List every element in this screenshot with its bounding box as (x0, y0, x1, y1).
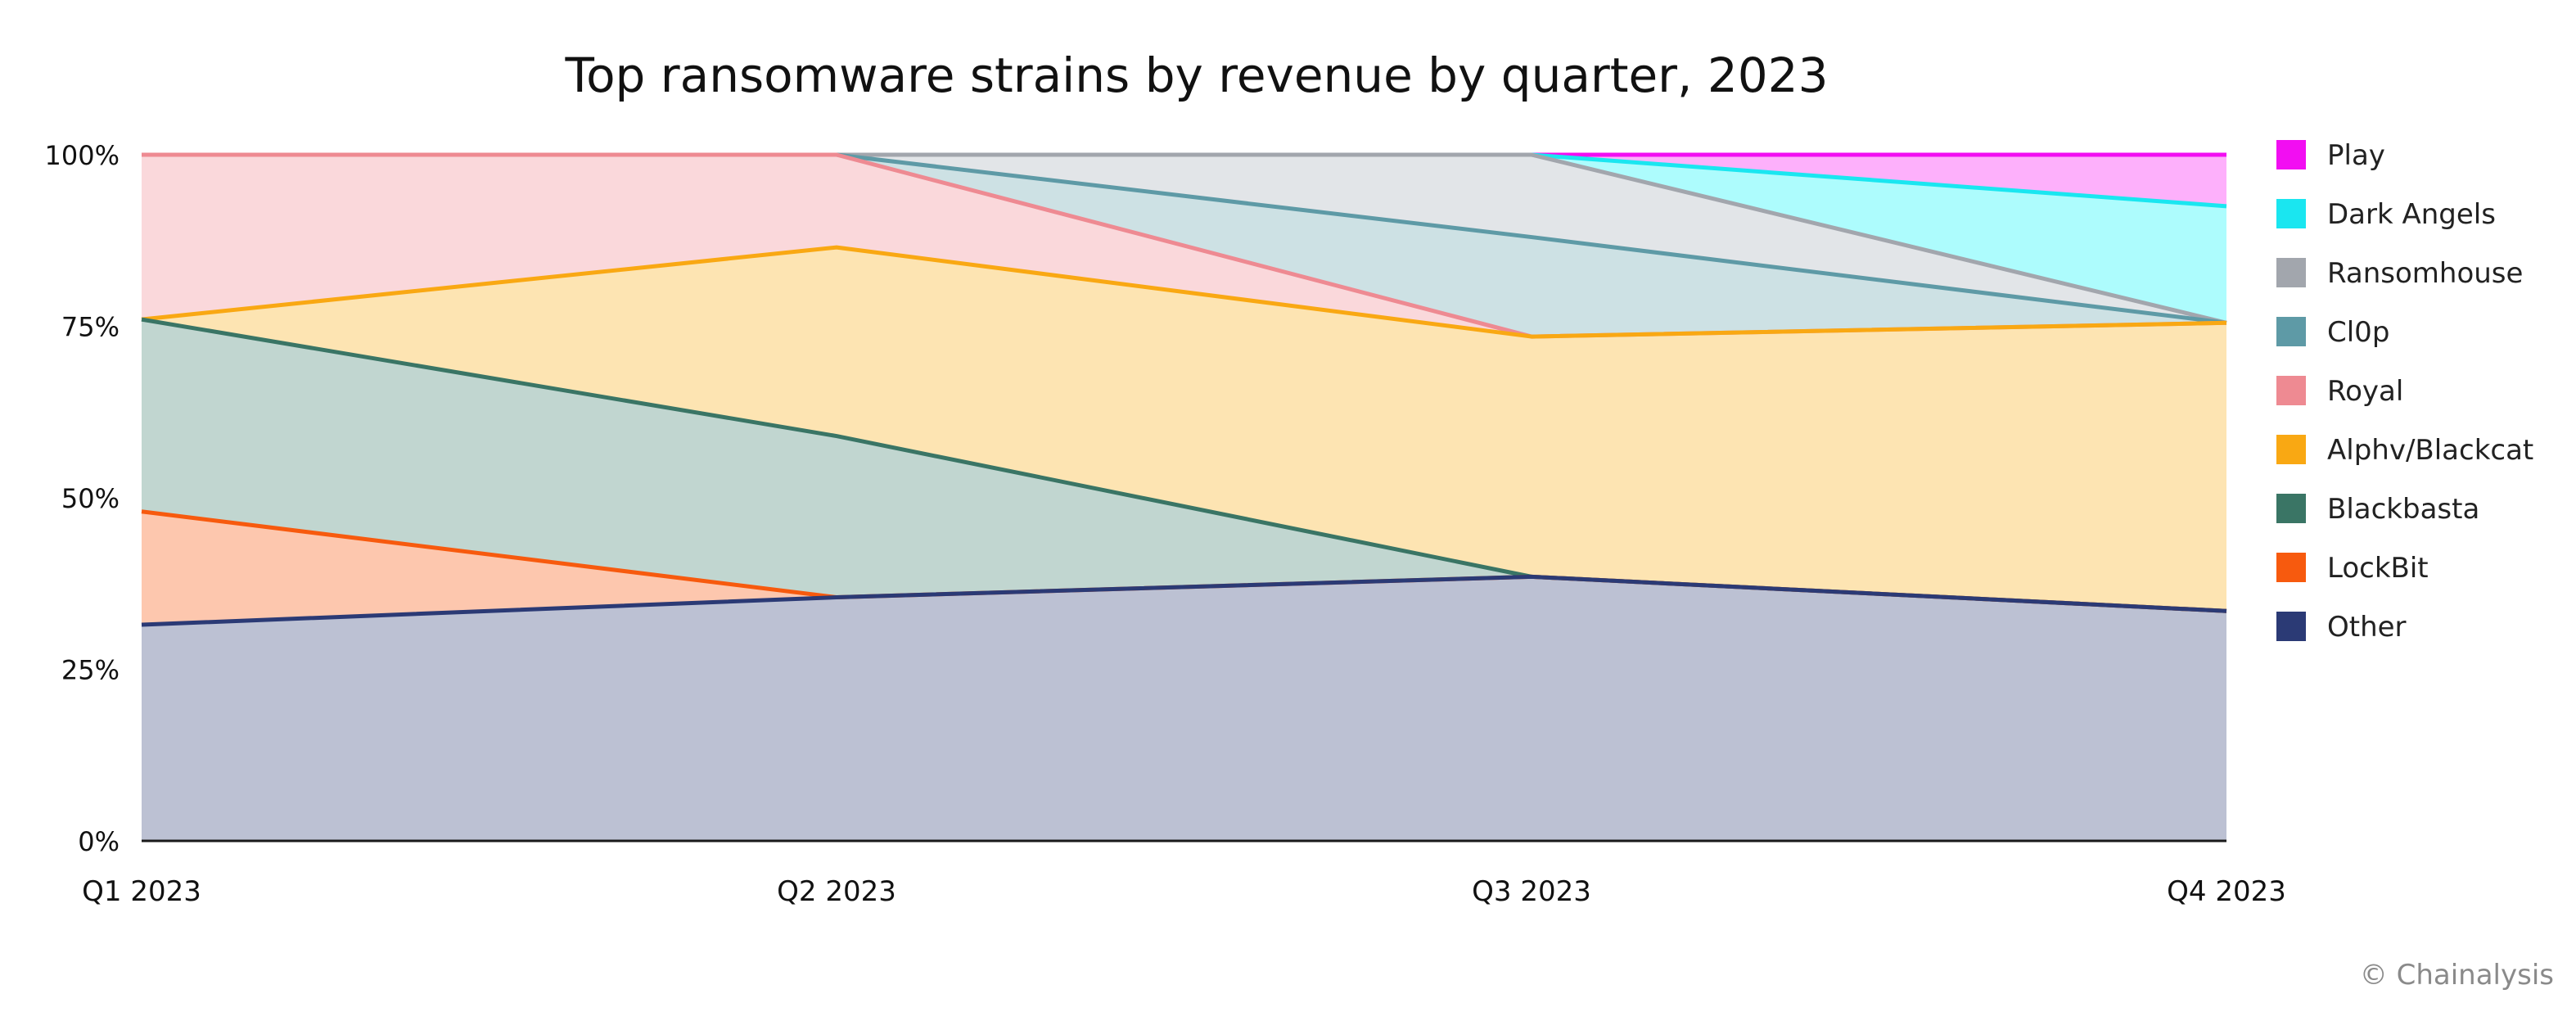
legend-swatch-blackbasta (2276, 494, 2306, 523)
x-tick-label-q4-2023: Q4 2023 (2167, 875, 2286, 908)
area-other (142, 576, 2226, 841)
legend-swatch-ransomhouse (2276, 258, 2306, 287)
x-tick-label-q2-2023: Q2 2023 (777, 875, 896, 908)
y-axis-ticks: 0% 25% 50% 75% 100% (45, 140, 120, 857)
legend-swatch-cl0p (2276, 317, 2306, 346)
chainalysis-credit: © Chainalysis (2360, 959, 2554, 992)
legend-swatch-dark-angels (2276, 199, 2306, 228)
legend-label-royal: Royal (2327, 375, 2403, 408)
y-tick-label-50: 50% (61, 483, 120, 514)
legend-swatch-alphv-blackcat (2276, 435, 2306, 464)
series-lines (141, 152, 2227, 627)
y-tick-label-0: 0% (78, 826, 120, 857)
y-tick-label-75: 75% (61, 312, 120, 343)
legend-swatch-royal (2276, 376, 2306, 405)
legend-swatch-other (2276, 612, 2306, 641)
legend-label-blackbasta: Blackbasta (2327, 493, 2479, 526)
line-alphv-blackcat (141, 245, 2227, 339)
legend-label-lockbit: LockBit (2327, 552, 2429, 585)
x-tick-label-q3-2023: Q3 2023 (1472, 875, 1591, 908)
x-tick-label-q1-2023: Q1 2023 (82, 875, 201, 908)
area-alphv-blackcat (142, 247, 2226, 612)
legend-label-alphv-blackcat: Alphv/Blackcat (2327, 434, 2533, 467)
legend-label-other: Other (2327, 611, 2407, 644)
legend-swatch-play (2276, 140, 2306, 169)
legend: Play Dark Angels Ransomhouse Cl0p Royal Alphv… (2276, 139, 2533, 644)
y-tick-label-100: 100% (45, 140, 120, 171)
legend-swatch-lockbit (2276, 553, 2306, 582)
y-tick-label-25: 25% (61, 655, 120, 686)
area-blackbasta (142, 319, 2226, 612)
chart-title: Top ransomware strains by revenue by qua… (565, 47, 1829, 103)
legend-label-dark-angels: Dark Angels (2327, 198, 2496, 231)
legend-label-cl0p: Cl0p (2327, 316, 2389, 349)
legend-label-ransomhouse: Ransomhouse (2327, 257, 2523, 290)
series-areas (142, 155, 2226, 841)
legend-label-play: Play (2327, 139, 2385, 172)
area-lockbit (142, 511, 2226, 626)
line-other (141, 574, 2227, 627)
x-axis-ticks: Q1 2023 Q2 2023 Q3 2023 Q4 2023 (82, 875, 2286, 908)
